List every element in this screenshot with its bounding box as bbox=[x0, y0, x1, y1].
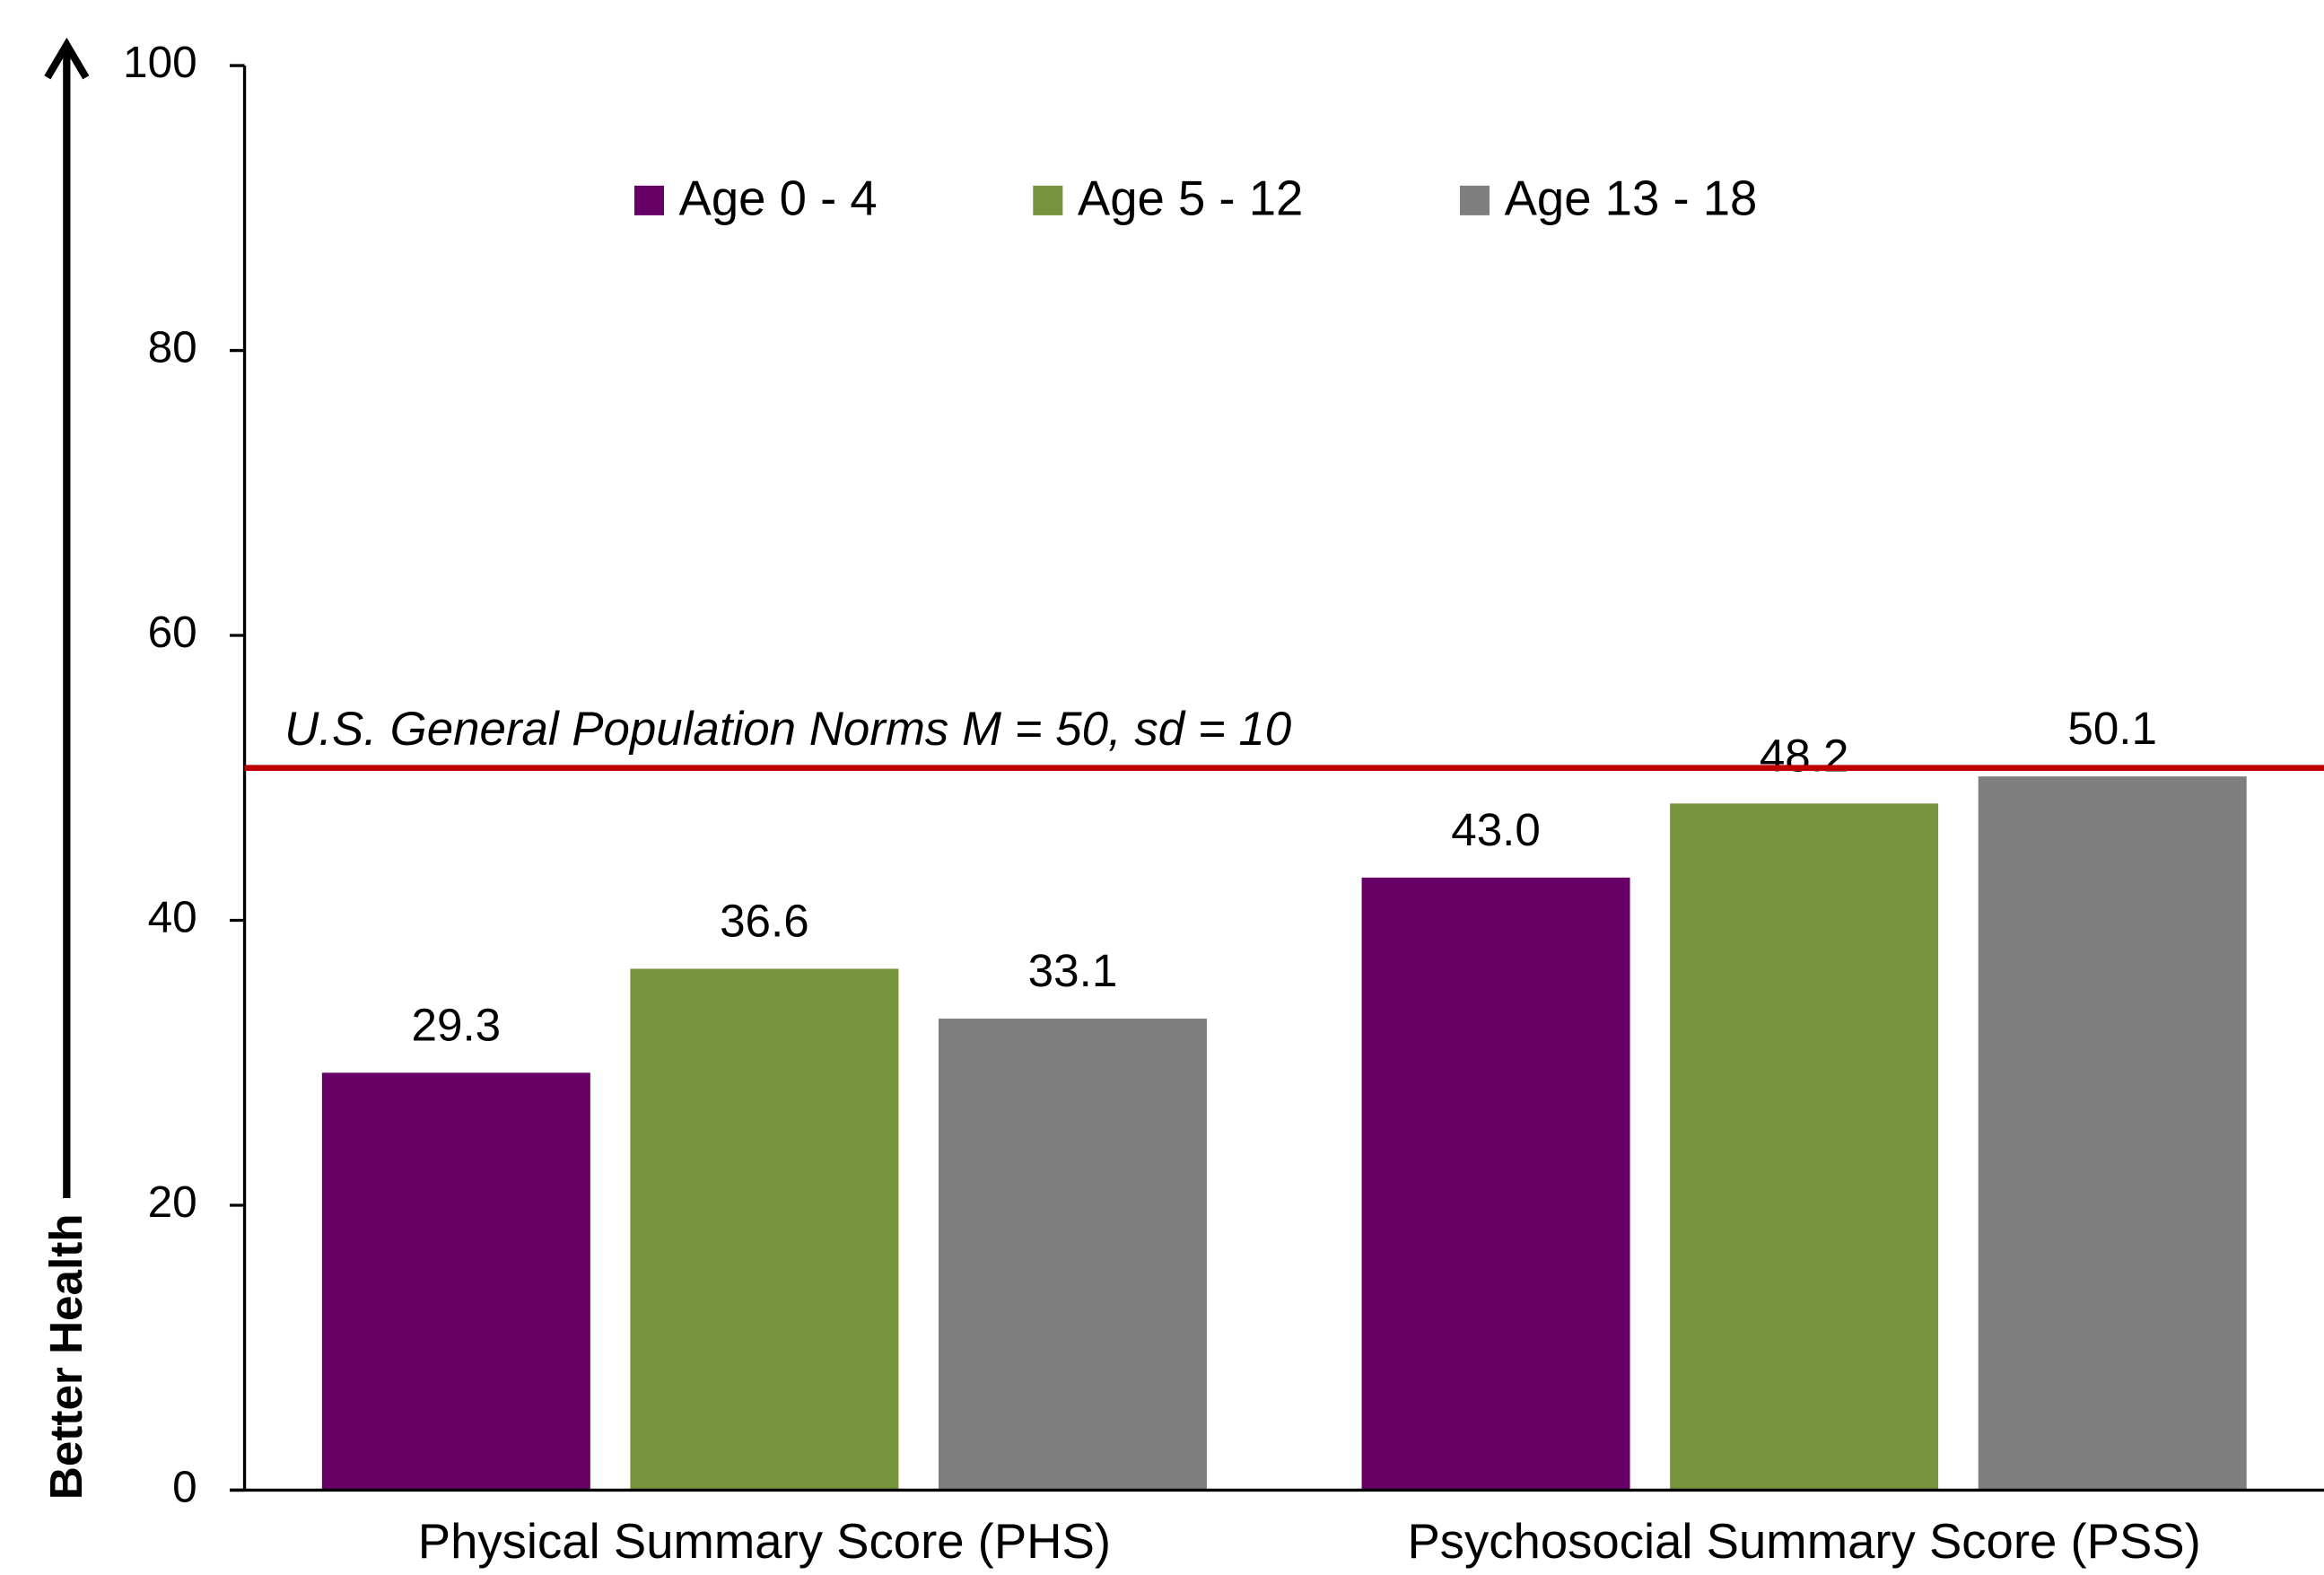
value-label: 50.1 bbox=[2067, 703, 2157, 754]
y-tick-label: 100 bbox=[123, 37, 197, 87]
y-tick-label: 80 bbox=[148, 322, 197, 372]
bar bbox=[630, 968, 899, 1491]
value-label: 43.0 bbox=[1451, 804, 1541, 855]
legend-label: Age 13 - 18 bbox=[1505, 171, 1758, 225]
y-tick-label: 40 bbox=[148, 892, 197, 942]
y-tick-label: 20 bbox=[148, 1177, 197, 1227]
value-label: 29.3 bbox=[412, 999, 502, 1050]
y-tick-label: 60 bbox=[148, 607, 197, 657]
legend-swatch bbox=[1033, 185, 1063, 215]
x-tick-label: Physical Summary Score (PHS) bbox=[418, 1514, 1111, 1569]
value-label: 33.1 bbox=[1028, 945, 1118, 996]
legend-swatch bbox=[633, 185, 664, 215]
bar bbox=[938, 1019, 1207, 1491]
bar bbox=[321, 1072, 590, 1491]
bar bbox=[1361, 877, 1630, 1491]
x-tick-label: Psychosocial Summary Score (PSS) bbox=[1407, 1514, 2200, 1569]
value-label: 48.2 bbox=[1760, 730, 1849, 781]
y-axis-label: Better Health bbox=[40, 1213, 92, 1500]
legend-label: Age 0 - 4 bbox=[679, 171, 878, 225]
bar bbox=[1978, 776, 2247, 1491]
bar bbox=[1670, 803, 1939, 1491]
legend-swatch bbox=[1460, 185, 1490, 215]
reference-label: U.S. General Population Norms M = 50, sd… bbox=[284, 703, 1291, 756]
value-label: 36.6 bbox=[720, 895, 809, 946]
y-tick-label: 0 bbox=[172, 1462, 197, 1512]
y-arrow-head bbox=[44, 37, 90, 80]
legend-label: Age 5 - 12 bbox=[1078, 171, 1303, 225]
